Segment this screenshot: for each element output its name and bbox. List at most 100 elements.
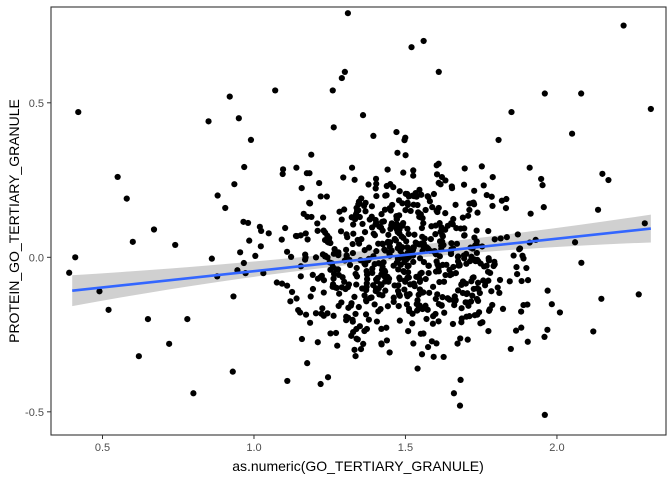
data-point bbox=[405, 262, 412, 269]
data-point bbox=[369, 224, 376, 231]
data-point bbox=[385, 231, 392, 238]
data-point bbox=[410, 172, 417, 179]
data-point bbox=[518, 324, 525, 331]
data-point bbox=[354, 336, 361, 343]
data-point bbox=[518, 277, 525, 285]
data-point bbox=[454, 253, 461, 261]
data-point bbox=[319, 251, 326, 258]
data-point bbox=[342, 285, 349, 293]
data-point bbox=[335, 271, 342, 279]
data-point bbox=[468, 253, 475, 260]
data-point bbox=[452, 201, 459, 208]
fit-line bbox=[72, 227, 651, 292]
data-point bbox=[298, 185, 305, 192]
data-point bbox=[405, 327, 412, 335]
data-point bbox=[578, 259, 585, 266]
data-point bbox=[512, 327, 520, 334]
data-point bbox=[488, 193, 495, 200]
data-point bbox=[306, 200, 313, 207]
data-point bbox=[302, 230, 309, 237]
data-point bbox=[399, 200, 406, 207]
data-point bbox=[599, 170, 606, 177]
y-axis-title: PROTEIN_GO_TERTIARY_GRANULE bbox=[6, 99, 22, 343]
data-point bbox=[411, 231, 418, 238]
data-point bbox=[471, 187, 478, 194]
data-point bbox=[420, 259, 428, 266]
data-point bbox=[386, 349, 393, 356]
data-point bbox=[436, 278, 443, 286]
data-point bbox=[491, 261, 498, 268]
data-point bbox=[343, 252, 350, 259]
y-tick-label: -0.5 bbox=[25, 407, 44, 419]
data-point bbox=[418, 351, 426, 358]
data-point bbox=[370, 282, 377, 289]
data-point bbox=[400, 169, 407, 176]
data-point bbox=[448, 270, 456, 278]
data-point bbox=[466, 313, 473, 320]
data-point bbox=[343, 246, 350, 253]
data-point bbox=[594, 206, 602, 213]
data-point bbox=[440, 353, 447, 361]
data-point bbox=[350, 221, 357, 228]
data-point bbox=[353, 281, 360, 288]
data-point bbox=[320, 289, 327, 296]
data-point bbox=[336, 290, 343, 297]
data-point bbox=[325, 239, 332, 246]
data-point bbox=[231, 181, 238, 188]
data-point bbox=[387, 207, 394, 214]
data-point bbox=[355, 303, 362, 311]
data-point bbox=[462, 299, 469, 306]
data-point bbox=[394, 245, 401, 252]
data-point bbox=[373, 248, 380, 255]
data-point bbox=[66, 269, 73, 276]
data-point bbox=[396, 276, 404, 283]
data-point bbox=[408, 44, 415, 51]
data-point bbox=[544, 287, 551, 294]
data-point bbox=[235, 115, 242, 122]
fit-line-layer bbox=[72, 227, 651, 292]
data-point bbox=[456, 402, 464, 409]
data-point bbox=[429, 283, 437, 290]
data-point bbox=[418, 224, 426, 232]
data-point bbox=[489, 174, 496, 181]
data-point bbox=[520, 255, 527, 262]
data-point bbox=[447, 250, 455, 258]
data-point bbox=[486, 306, 493, 313]
data-point bbox=[405, 230, 412, 238]
data-point bbox=[184, 316, 191, 323]
data-point bbox=[356, 323, 363, 330]
data-point bbox=[372, 185, 379, 192]
data-point bbox=[402, 207, 409, 214]
data-point bbox=[123, 195, 130, 202]
data-point bbox=[647, 105, 654, 113]
data-point bbox=[474, 209, 481, 216]
data-point bbox=[499, 305, 507, 312]
data-point bbox=[241, 163, 248, 171]
data-point bbox=[362, 297, 370, 304]
data-point bbox=[464, 290, 471, 297]
data-point bbox=[114, 173, 121, 181]
data-point bbox=[362, 311, 370, 318]
data-point bbox=[298, 335, 306, 343]
data-point bbox=[556, 309, 564, 316]
data-point bbox=[378, 325, 385, 332]
data-point bbox=[337, 228, 345, 235]
data-point bbox=[520, 301, 527, 309]
data-point bbox=[287, 253, 295, 260]
data-point bbox=[527, 210, 534, 217]
data-point bbox=[418, 191, 425, 198]
data-point bbox=[425, 245, 432, 253]
data-point bbox=[420, 37, 427, 45]
data-point bbox=[471, 234, 478, 241]
data-point bbox=[324, 310, 331, 317]
data-point bbox=[428, 223, 435, 230]
data-point bbox=[433, 340, 440, 347]
data-point bbox=[439, 294, 446, 301]
data-point bbox=[539, 182, 546, 189]
data-point bbox=[340, 174, 347, 181]
data-point bbox=[420, 220, 427, 227]
data-point bbox=[226, 93, 233, 100]
data-point bbox=[318, 310, 325, 317]
data-point bbox=[105, 306, 112, 313]
data-point bbox=[436, 220, 443, 227]
